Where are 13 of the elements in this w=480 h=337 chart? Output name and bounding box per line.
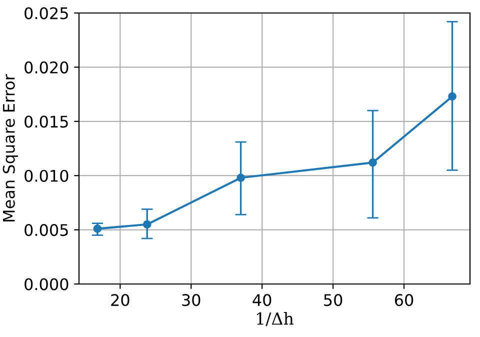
x-tick-label: 50: [324, 294, 342, 306]
y-tick-label: 0.015: [24, 116, 68, 128]
y-tick-label: 0.025: [24, 7, 68, 20]
y-tick-label: 0.005: [24, 224, 68, 236]
x-tick-label: 60: [394, 294, 414, 306]
y-axis-title: Mean Square Error: [2, 74, 18, 222]
x-axis-title: 1/Δh: [257, 312, 294, 326]
x-tick-label: 40: [252, 294, 272, 306]
y-tick-label: 0.010: [24, 170, 68, 182]
y-tick-label: 0.000: [24, 278, 68, 290]
y-tick-label: 0.020: [24, 61, 68, 74]
x-tick-label: 20: [111, 294, 130, 306]
x-tick-label: 30: [182, 294, 200, 306]
